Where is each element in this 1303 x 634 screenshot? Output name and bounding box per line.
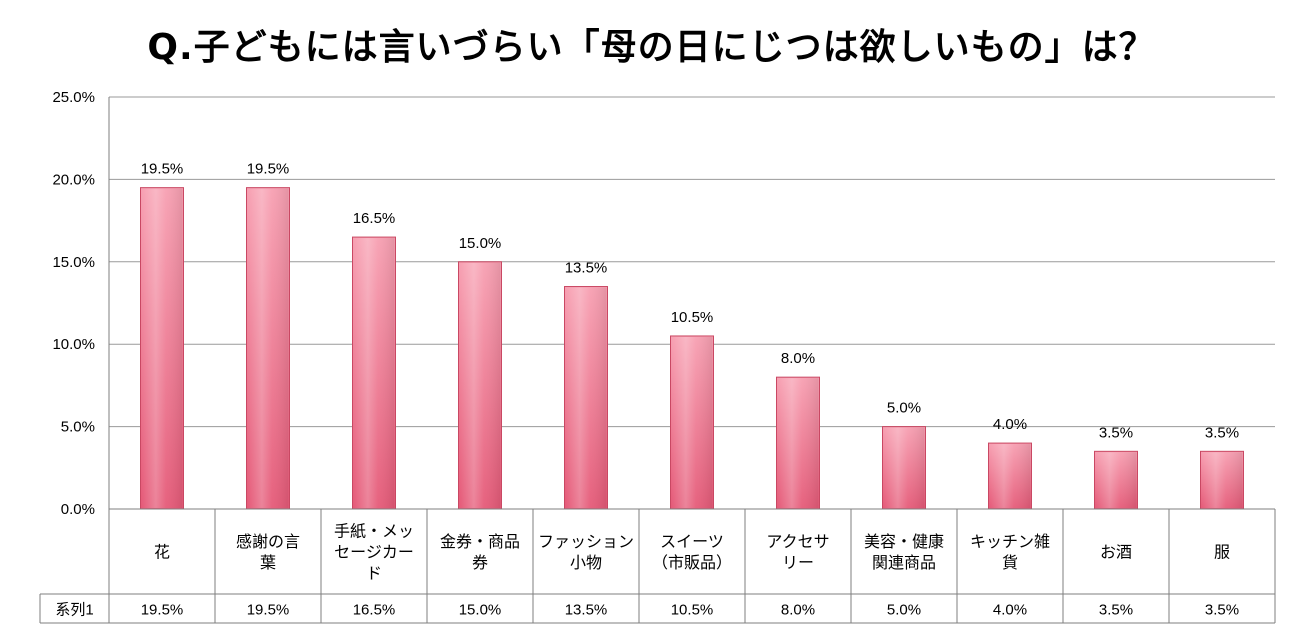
y-tick-label: 10.0% <box>52 336 95 353</box>
x-category-label: 美容・健康 <box>864 532 944 551</box>
x-category-label: （市販品） <box>652 553 732 572</box>
table-series-name: 系列1 <box>55 602 93 619</box>
data-label: 16.5% <box>353 210 396 227</box>
data-label: 10.5% <box>671 309 714 326</box>
bar-highlight <box>989 444 1031 508</box>
data-label: 13.5% <box>565 260 608 277</box>
x-category-label: 関連商品 <box>872 553 936 572</box>
x-category-label: ファッション <box>538 532 634 551</box>
x-category-label: アクセサ <box>766 532 829 551</box>
table-value: 16.5% <box>353 602 396 619</box>
bar-highlight <box>247 188 289 508</box>
axes: 0.0% 5.0% 10.0% 15.0% 20.0% 25.0% <box>52 89 110 518</box>
x-category-label: 貨 <box>1002 553 1018 572</box>
y-tick-label: 0.0% <box>61 501 95 518</box>
data-label: 4.0% <box>993 416 1027 433</box>
table-value: 15.0% <box>459 602 502 619</box>
data-label: 3.5% <box>1099 424 1133 441</box>
bar-highlight <box>1095 452 1137 508</box>
bar-highlight <box>1201 452 1243 508</box>
table-value: 8.0% <box>781 602 815 619</box>
table-value: 4.0% <box>993 602 1027 619</box>
table-value: 5.0% <box>887 602 921 619</box>
bar-highlight <box>565 287 607 508</box>
y-tick-label: 20.0% <box>52 171 95 188</box>
x-category-label: お酒 <box>1100 543 1132 562</box>
x-category-label: キッチン雑 <box>970 532 1050 551</box>
x-category-label: 金券・商品 <box>440 532 520 551</box>
y-tick-label: 15.0% <box>52 254 95 271</box>
bar-highlight <box>353 238 395 508</box>
bar-highlight <box>459 262 501 508</box>
table-value: 3.5% <box>1205 602 1239 619</box>
data-label: 8.0% <box>781 350 815 367</box>
x-category-label: スイーツ <box>660 532 724 551</box>
table-value: 19.5% <box>247 602 290 619</box>
y-tick-label: 5.0% <box>61 419 95 436</box>
bar-highlight <box>141 188 183 508</box>
data-label: 15.0% <box>459 235 502 252</box>
x-category-label: 小物 <box>570 553 602 572</box>
data-label: 19.5% <box>247 161 290 178</box>
x-category-label: 感謝の言 <box>236 532 300 551</box>
bar-highlight <box>777 378 819 508</box>
data-label: 3.5% <box>1205 424 1239 441</box>
bar-highlight <box>883 427 925 508</box>
x-category-label: 花 <box>154 543 170 562</box>
y-tick-label: 25.0% <box>52 89 95 106</box>
table-value: 3.5% <box>1099 602 1133 619</box>
data-label: 5.0% <box>887 400 921 417</box>
x-category-label: 服 <box>1214 543 1230 562</box>
table-value: 19.5% <box>141 602 184 619</box>
table-value: 10.5% <box>671 602 714 619</box>
table-value: 13.5% <box>565 602 608 619</box>
x-category-label: 葉 <box>260 553 276 572</box>
x-category-label: リー <box>782 553 814 572</box>
bars <box>140 187 1244 510</box>
x-category-label: ド <box>366 564 382 583</box>
x-category-label: セージカー <box>334 543 414 562</box>
x-category-label: 券 <box>472 553 488 572</box>
data-labels: 19.5% 19.5% 16.5% 15.0% 13.5% 10.5% 8.0% 5.0% 4.… <box>141 161 1239 442</box>
x-category-label: 手紙・メッ <box>334 522 414 541</box>
data-label: 19.5% <box>141 161 184 178</box>
bar-highlight <box>671 336 713 508</box>
chart-title: Q.子どもには言いづらい「母の日にじつは欲しいもの」は？ <box>147 27 1156 68</box>
